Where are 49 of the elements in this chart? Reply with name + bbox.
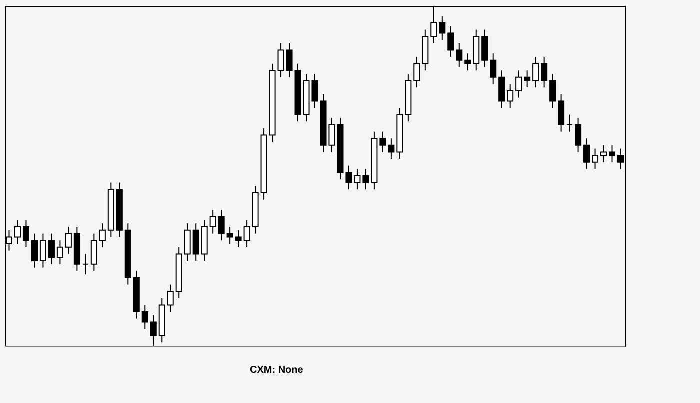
candlestick [90,233,98,272]
candlestick [82,254,89,276]
candlestick [448,26,454,58]
candlestick [380,131,386,153]
candlestick [388,138,395,160]
candlestick [218,210,225,242]
candlestick [167,284,174,312]
candlestick [558,94,565,132]
candlestick [524,70,531,88]
candlestick [516,70,522,98]
candlestick [22,220,30,248]
candlestick [584,138,590,170]
candlestick [235,230,242,248]
candlestick [439,16,446,40]
candlestick [362,168,370,190]
candlestick [532,56,540,88]
candlestick [592,148,599,170]
candlestick [414,56,420,88]
candlestick [507,84,514,108]
candlestick [346,165,352,190]
candlestick [566,114,574,132]
candlestick [192,223,200,262]
candlestick [56,240,64,265]
candlestick [278,42,284,78]
candlestick [244,220,250,248]
candlestick [600,144,608,163]
candlestick [456,42,463,68]
candlestick [184,223,191,262]
candlestick [490,53,497,85]
candlestick [286,42,293,78]
candlestick [575,118,582,153]
candlestick [226,226,234,244]
candlestick [14,220,21,244]
candlestick [210,210,216,234]
text: CXM: None [250,365,304,376]
candlestick [482,29,488,68]
candlestick [142,304,148,330]
candlestick [150,314,157,346]
candlestick [498,70,506,108]
candlestick [31,233,38,268]
candlestick [541,56,548,88]
candlestick [354,168,361,190]
candlestick [65,226,72,255]
candlestick [99,223,106,248]
candlestick [550,74,556,108]
candlestick [609,144,616,163]
candlestick [40,233,46,268]
candlestick [464,53,472,72]
candlestick [48,233,55,265]
